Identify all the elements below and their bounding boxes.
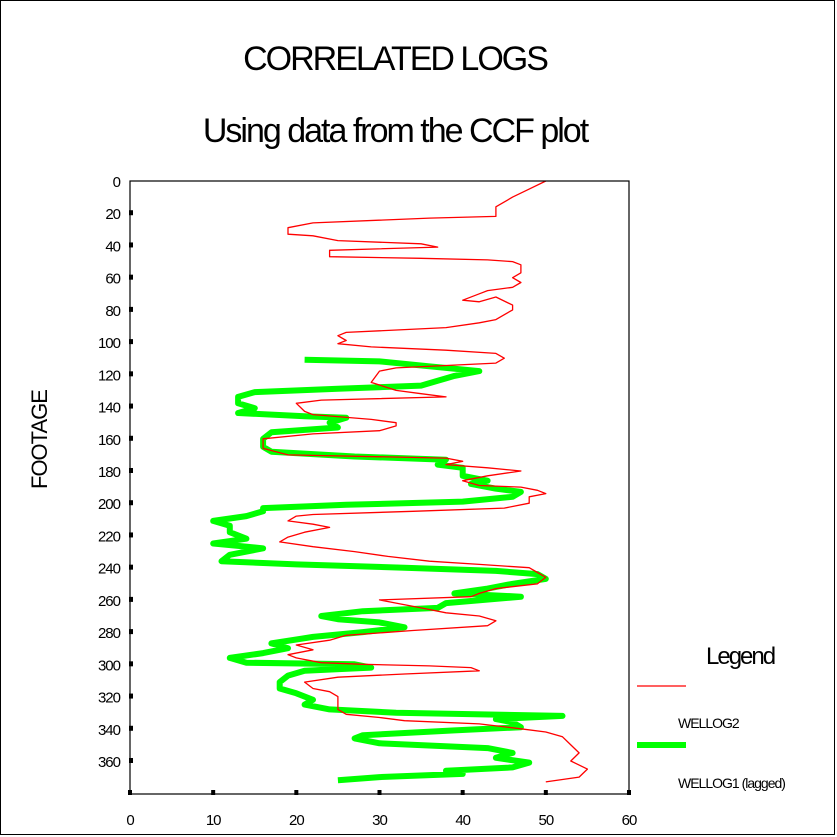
axis-layer: 0204060801001201401601802002202402602803… — [98, 174, 638, 829]
y-tick-label: 240 — [98, 561, 121, 578]
legend-label-wellog1-lagged: WELLOG1 (lagged) — [678, 775, 786, 791]
y-tick-label: 100 — [98, 335, 121, 352]
series-line-wellog1-lagged — [210, 356, 566, 784]
y-tick-mark — [129, 629, 133, 635]
y-tick-mark — [129, 242, 133, 248]
x-tick-mark — [294, 790, 299, 795]
y-tick-label: 40 — [105, 238, 120, 255]
x-tick-mark — [460, 790, 465, 795]
y-tick-mark — [129, 306, 133, 312]
y-tick-mark — [129, 661, 133, 667]
x-tick-label: 20 — [289, 812, 304, 829]
y-tick-label: 300 — [98, 657, 121, 674]
y-tick-mark — [129, 725, 133, 731]
y-tick-mark — [129, 532, 133, 538]
chart-title: CORRELATED LOGS — [243, 40, 549, 78]
series-layer — [210, 180, 589, 784]
y-tick-label: 340 — [98, 722, 121, 739]
y-tick-label: 60 — [105, 271, 120, 288]
y-tick-label: 360 — [98, 754, 121, 771]
x-tick-mark — [211, 790, 216, 795]
y-tick-label: 220 — [98, 528, 121, 545]
y-tick-label: 120 — [98, 367, 121, 384]
legend-swatches — [637, 685, 686, 748]
y-tick-mark — [129, 210, 133, 216]
y-tick-mark — [129, 564, 133, 570]
y-tick-mark — [129, 596, 133, 602]
y-tick-mark — [129, 500, 133, 506]
y-tick-label: 0 — [113, 174, 121, 191]
y-tick-mark — [129, 371, 133, 377]
y-tick-mark — [129, 758, 133, 763]
x-tick-mark — [543, 790, 548, 795]
y-tick-mark — [129, 274, 133, 280]
y-tick-label: 180 — [98, 464, 121, 481]
chart-subtitle: Using data from the CCF plot — [202, 112, 589, 150]
x-tick-label: 50 — [538, 812, 553, 829]
series-line-wellog2 — [262, 180, 589, 783]
y-tick-label: 260 — [98, 593, 121, 610]
x-tick-label: 60 — [622, 812, 637, 829]
legend-label-wellog2: WELLOG2 — [678, 715, 740, 731]
x-tick-mark — [128, 790, 132, 795]
x-tick-label: 30 — [372, 812, 387, 829]
y-tick-label: 140 — [98, 400, 121, 417]
y-tick-label: 320 — [98, 690, 121, 707]
y-tick-mark — [129, 693, 133, 699]
x-tick-label: 10 — [206, 812, 221, 829]
y-tick-label: 160 — [98, 432, 121, 449]
plot-frame — [129, 180, 630, 795]
y-tick-label: 80 — [105, 303, 120, 320]
x-tick-label: 40 — [455, 812, 470, 829]
y-tick-mark — [129, 468, 133, 473]
legend-title: Legend — [706, 643, 776, 670]
x-tick-label: 0 — [126, 812, 134, 829]
y-tick-label: 200 — [98, 496, 121, 513]
y-tick-mark — [129, 435, 133, 441]
y-tick-mark — [129, 403, 133, 409]
y-tick-mark — [129, 339, 133, 345]
y-tick-label: 280 — [98, 625, 121, 642]
x-tick-mark — [377, 790, 382, 795]
x-tick-mark — [627, 790, 631, 795]
y-tick-label: 20 — [105, 206, 120, 223]
